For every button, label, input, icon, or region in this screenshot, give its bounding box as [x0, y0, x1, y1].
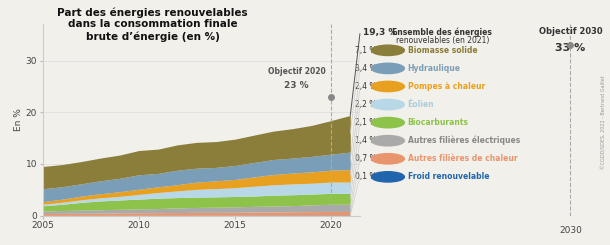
- Text: 2,1 %: 2,1 %: [355, 118, 376, 127]
- Text: 0,1 %: 0,1 %: [355, 172, 376, 181]
- Circle shape: [371, 99, 404, 110]
- Text: 2,4 %: 2,4 %: [355, 82, 376, 91]
- Text: Part des énergies renouvelables
dans la consommation finale
brute d’énergie (en : Part des énergies renouvelables dans la …: [57, 7, 248, 42]
- Text: 2,2 %: 2,2 %: [355, 100, 376, 109]
- Y-axis label: En %: En %: [14, 109, 23, 132]
- Text: Froid renouvelable: Froid renouvelable: [407, 172, 489, 181]
- Text: Biocarburants: Biocarburants: [407, 118, 468, 127]
- Text: 3,4 %: 3,4 %: [355, 64, 376, 73]
- Text: 2030: 2030: [559, 226, 582, 235]
- Text: renouvelables (en 2021): renouvelables (en 2021): [395, 36, 489, 45]
- Circle shape: [371, 154, 404, 164]
- Text: Objectif 2030: Objectif 2030: [539, 27, 602, 36]
- Text: Ensemble des énergies: Ensemble des énergies: [392, 27, 492, 37]
- Text: Pompes à chaleur: Pompes à chaleur: [407, 82, 485, 91]
- Text: Autres filières de chaleur: Autres filières de chaleur: [407, 154, 517, 163]
- Text: 33 %: 33 %: [555, 43, 586, 53]
- Text: Autres filières électriques: Autres filières électriques: [407, 136, 520, 146]
- Text: 1,4 %: 1,4 %: [355, 136, 376, 145]
- Circle shape: [371, 63, 404, 74]
- Text: 7,1 %: 7,1 %: [355, 46, 376, 55]
- Text: 19,3 %: 19,3 %: [363, 28, 398, 37]
- Text: 23 %: 23 %: [284, 81, 309, 89]
- Circle shape: [371, 81, 404, 92]
- Circle shape: [371, 172, 404, 182]
- Circle shape: [371, 117, 404, 128]
- Circle shape: [371, 45, 404, 55]
- Text: ©CGDD/SDES, 2022 - Bertrand Gaillet: ©CGDD/SDES, 2022 - Bertrand Gaillet: [602, 76, 607, 169]
- Circle shape: [371, 135, 404, 146]
- Text: Hydraulique: Hydraulique: [407, 64, 461, 73]
- Text: 0,7 %: 0,7 %: [355, 154, 376, 163]
- Text: Éolien: Éolien: [407, 100, 434, 109]
- Text: Objectif 2020: Objectif 2020: [268, 67, 325, 75]
- Text: Biomasse solide: Biomasse solide: [407, 46, 477, 55]
